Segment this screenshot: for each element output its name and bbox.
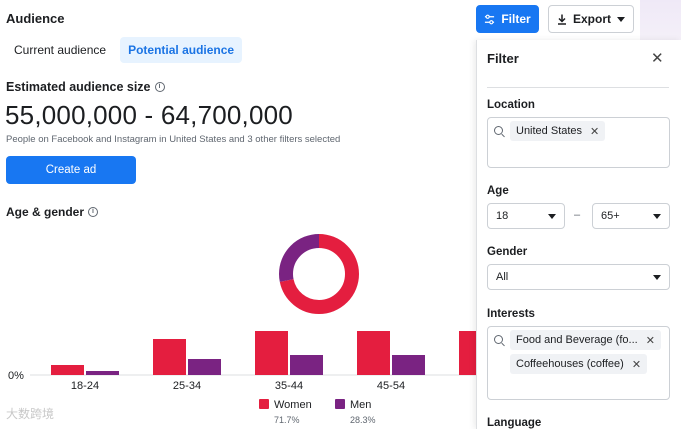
chevron-down-icon <box>653 274 661 280</box>
age-max-select[interactable]: 65+ <box>592 203 670 229</box>
legend-label: Women <box>274 399 312 411</box>
bar-men <box>188 359 221 375</box>
interest-chip: Food and Beverage (fo... ✕ <box>510 330 661 350</box>
x-tick-label: 45-54 <box>377 380 405 392</box>
search-icon <box>494 335 503 344</box>
x-tick-label: 18-24 <box>71 380 99 392</box>
gender-label: Gender <box>487 246 528 258</box>
create-ad-button[interactable]: Create ad <box>6 156 136 184</box>
chevron-down-icon <box>617 16 625 22</box>
bar-men <box>392 355 425 375</box>
audience-tabs: Current audience Potential audience <box>6 37 243 63</box>
legend-label: Men <box>350 399 371 411</box>
page-title: Audience <box>6 11 65 26</box>
watermark: 大数跨境 <box>6 407 55 421</box>
interests-label: Interests <box>487 308 535 320</box>
estimated-size-title: Estimated audience size <box>6 80 151 94</box>
age-gender-heading: Age & gender i <box>6 205 99 219</box>
legend-swatch-men <box>335 399 345 409</box>
language-label: Language <box>487 417 542 429</box>
legend-percent: 28.3% <box>350 415 376 425</box>
gender-select[interactable]: All <box>487 264 670 290</box>
audience-size-range: 55,000,000 - 64,700,000 <box>5 100 293 130</box>
decorative-gradient <box>640 0 681 40</box>
audience-size-description: People on Facebook and Instagram in Unit… <box>6 134 341 145</box>
age-gender-title: Age & gender <box>6 205 85 219</box>
bar-women <box>459 331 476 375</box>
filter-panel: Filter ✕ Location United States ✕ Age 18… <box>476 40 681 429</box>
filter-button[interactable]: Filter <box>476 5 539 33</box>
filter-panel-title: Filter <box>487 51 519 66</box>
location-chip-label: United States <box>516 125 583 137</box>
location-input[interactable]: United States ✕ <box>487 117 670 168</box>
info-icon[interactable]: i <box>88 207 99 217</box>
export-button[interactable]: Export <box>548 5 634 33</box>
divider <box>487 87 669 88</box>
bar-women <box>255 331 288 375</box>
interest-chip: Coffeehouses (coffee) ✕ <box>510 354 648 374</box>
sliders-icon <box>485 14 495 24</box>
chevron-down-icon <box>653 213 661 219</box>
age-range-separator: – <box>574 209 581 221</box>
export-button-label: Export <box>572 12 611 26</box>
x-tick-label: 25-34 <box>173 380 201 392</box>
remove-icon[interactable]: ✕ <box>645 334 655 347</box>
y-tick-label: 0% <box>8 370 24 382</box>
remove-icon[interactable]: ✕ <box>631 358 642 371</box>
age-min-select[interactable]: 18 <box>487 203 565 229</box>
donut-slice-men <box>279 234 359 314</box>
gender-value: All <box>496 271 509 283</box>
legend-percent: 71.7% <box>274 415 300 425</box>
age-label: Age <box>487 185 509 197</box>
location-chip: United States ✕ <box>510 121 606 141</box>
download-icon <box>557 14 566 25</box>
age-max-value: 65+ <box>601 210 620 222</box>
interest-chip-label: Coffeehouses (coffee) <box>516 358 624 370</box>
bar-men <box>290 355 323 375</box>
location-label: Location <box>487 99 535 111</box>
bar-women <box>153 339 186 375</box>
chevron-down-icon <box>548 213 556 219</box>
bar-men <box>86 371 119 375</box>
top-actions: Filter Export <box>476 5 634 33</box>
tab-potential-audience[interactable]: Potential audience <box>120 37 243 63</box>
estimated-size-heading: Estimated audience size i <box>6 80 165 94</box>
legend-swatch-women <box>259 399 269 409</box>
close-icon[interactable]: ✕ <box>651 50 664 67</box>
age-min-value: 18 <box>496 210 509 222</box>
filter-button-label: Filter <box>501 12 531 26</box>
x-tick-label: 35-44 <box>275 380 303 392</box>
interest-chip-label: Food and Beverage (fo... <box>516 334 638 346</box>
interests-input[interactable]: Food and Beverage (fo... ✕ Coffeehouses … <box>487 326 670 400</box>
tab-current-audience[interactable]: Current audience <box>14 43 107 57</box>
info-icon[interactable]: i <box>154 82 165 92</box>
bar-women <box>357 331 390 375</box>
age-gender-chart: 0% 18-24 25-34 35-44 45-54 Women 71.7% Men 28.3% <box>8 234 476 425</box>
remove-icon[interactable]: ✕ <box>590 125 600 138</box>
bar-women <box>51 365 84 375</box>
search-icon <box>494 126 503 135</box>
